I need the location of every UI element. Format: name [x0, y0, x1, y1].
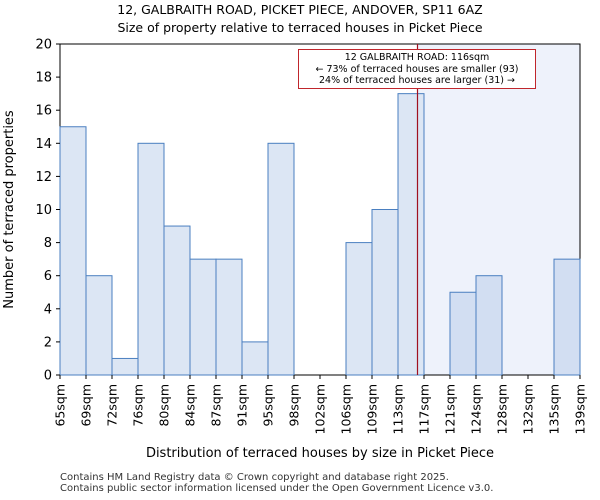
x-tick-label: 106sqm [339, 384, 354, 434]
bar [241, 341, 269, 376]
y-tick-label: 16 [35, 104, 52, 119]
x-tick-label: 91sqm [235, 384, 250, 427]
marker-annotation: 12 GALBRAITH ROAD: 116sqm ← 73% of terra… [298, 49, 536, 89]
bar [163, 225, 191, 376]
x-tick-label: 102sqm [313, 384, 328, 434]
x-tick-label: 98sqm [287, 384, 302, 427]
y-tick-label: 10 [35, 203, 52, 218]
x-axis-label: Distribution of terraced houses by size … [146, 446, 494, 461]
x-tick-label: 95sqm [261, 384, 276, 427]
x-tick-label: 113sqm [391, 384, 406, 434]
x-tick-label: 109sqm [365, 384, 380, 434]
bar [371, 209, 399, 376]
x-tick-label: 72sqm [105, 384, 120, 427]
y-tick-label: 8 [44, 236, 52, 251]
x-tick-label: 69sqm [79, 384, 94, 427]
y-tick-label: 6 [44, 269, 52, 284]
annotation-line-1: 12 GALBRAITH ROAD: 116sqm [344, 52, 490, 63]
bar [397, 93, 425, 376]
x-tick-label: 117sqm [417, 384, 432, 434]
bar [137, 142, 165, 376]
bar [215, 258, 243, 376]
y-tick-label: 20 [35, 38, 52, 53]
footer-line-2: Contains public sector information licen… [60, 483, 494, 494]
y-tick-label: 4 [44, 302, 52, 317]
annotation-line-3: 24% of terraced houses are larger (31) → [319, 75, 515, 86]
x-tick-label: 65sqm [53, 384, 68, 427]
y-tick-label: 18 [35, 71, 52, 86]
x-tick-label: 87sqm [209, 384, 224, 427]
chart-title: 12, GALBRAITH ROAD, PICKET PIECE, ANDOVE… [117, 2, 483, 17]
y-tick-label: 0 [44, 369, 52, 384]
x-tick-label: 76sqm [131, 384, 146, 427]
y-axis-label: Number of terraced properties [2, 110, 17, 309]
bar [267, 142, 295, 376]
annotation-line-2: ← 73% of terraced houses are smaller (93… [315, 63, 519, 75]
bar [449, 291, 477, 376]
x-tick-label: 135sqm [547, 384, 562, 434]
bar [59, 126, 87, 376]
y-tick-label: 12 [35, 170, 52, 185]
x-tick-label: 84sqm [183, 384, 198, 427]
bar [553, 258, 581, 376]
y-tick-label: 2 [44, 335, 52, 350]
x-tick-label: 139sqm [573, 384, 588, 434]
bar [189, 258, 217, 376]
x-tick-label: 128sqm [495, 384, 510, 434]
x-tick-label: 80sqm [157, 384, 172, 427]
x-tick-label: 121sqm [443, 384, 458, 434]
bar [111, 357, 139, 376]
y-tick-label: 14 [35, 137, 52, 152]
x-tick-label: 132sqm [521, 384, 536, 434]
bar [475, 275, 503, 376]
x-tick-label: 124sqm [469, 384, 484, 434]
chart-subtitle: Size of property relative to terraced ho… [117, 20, 483, 35]
bar [85, 275, 113, 376]
bar [345, 242, 373, 376]
footer-line-1: Contains HM Land Registry data © Crown c… [60, 472, 449, 483]
